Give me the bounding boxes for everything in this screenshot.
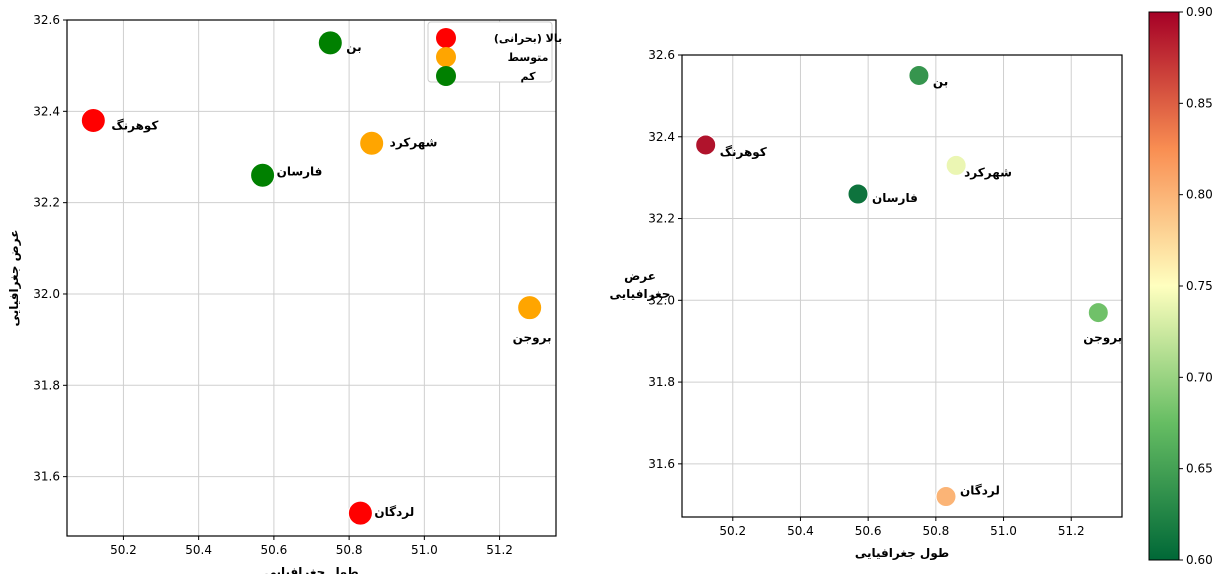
data-point [359, 130, 385, 156]
data-point [847, 183, 869, 205]
y-tick-label: 32.4 [648, 130, 675, 144]
point-label: شهرکرد [964, 165, 1012, 179]
colorbar-tick-label: 0.60 [1186, 553, 1213, 567]
x-tick-label: 50.2 [110, 543, 137, 557]
x-tick-label: 50.8 [336, 543, 363, 557]
point-label: بروجن [1083, 331, 1122, 346]
y-tick-label: 31.6 [33, 470, 60, 484]
legend-marker [436, 47, 456, 67]
colorbar-tick-label: 0.80 [1186, 188, 1213, 202]
x-axis-label: طول جغرافیایی [264, 565, 358, 574]
x-tick-label: 51.2 [486, 543, 513, 557]
colorbar-tick-label: 0.70 [1186, 370, 1213, 384]
y-tick-label: 31.8 [33, 378, 60, 392]
plot-frame [681, 54, 1123, 518]
legend-label: کم [520, 70, 536, 83]
point-label: بن [933, 74, 948, 88]
legend-marker [436, 28, 456, 48]
point-label: فارسان [277, 164, 323, 178]
y-tick-label: 32.2 [33, 196, 60, 210]
x-tick-label: 50.4 [185, 543, 212, 557]
point-label: لردگان [374, 505, 414, 519]
y-tick-label: 31.8 [648, 375, 675, 389]
y-tick-label: 32.0 [648, 293, 675, 307]
x-tick-label: 51.2 [1058, 524, 1085, 538]
data-point [80, 107, 106, 133]
legend-label: بالا (بحرانی) [494, 32, 562, 45]
y-axis-label-line2: جغرافیایی [610, 287, 671, 301]
point-label: فارسان [872, 191, 918, 205]
legend-box [427, 21, 553, 83]
y-axis-label: عرض جغرافیایی [7, 230, 21, 327]
right-chart-panel: 50.2 50.4 50.6 50.8 51.0 51.2 31.6 31.8 32.0 32.2… [600, 0, 1218, 574]
legend-marker [436, 66, 456, 86]
x-tick-label: 50.6 [855, 524, 882, 538]
y-tick-label: 32.6 [648, 48, 675, 62]
point-label: کوهرنگ [111, 118, 158, 133]
legend-label: متوسط [508, 51, 549, 64]
x-axis-label: طول جغرافیایی [855, 546, 949, 561]
y-tick-label: 32.0 [33, 287, 60, 301]
data-point [347, 500, 373, 526]
data-point [250, 162, 276, 188]
point-label: لردگان [960, 484, 1000, 498]
data-point [908, 64, 930, 86]
data-point [945, 154, 967, 176]
y-axis-label-line1: عرض [624, 269, 656, 283]
data-point [935, 486, 957, 508]
plot-frame [66, 19, 557, 537]
point-label: بروجن [513, 331, 552, 346]
data-point [695, 134, 717, 156]
point-label: شهرکرد [390, 135, 438, 149]
y-tick-label: 32.2 [648, 212, 675, 226]
right-scatter-chart: 50.2 50.4 50.6 50.8 51.0 51.2 31.6 31.8 32.0 32.2… [610, 5, 1213, 567]
x-tick-label: 50.8 [922, 524, 949, 538]
data-point [317, 30, 343, 56]
x-tick-label: 51.0 [990, 524, 1017, 538]
x-tick-label: 51.0 [411, 543, 438, 557]
colorbar-tick-label: 0.90 [1186, 5, 1213, 19]
left-scatter-chart: 50.2 50.4 50.6 50.8 51.0 51.2 31.6 31.8 32.0 32.2… [7, 13, 562, 579]
left-chart-panel: 50.2 50.4 50.6 50.8 51.0 51.2 31.6 31.8 32.0 32.2… [0, 0, 580, 579]
point-label: بن [346, 40, 361, 54]
colorbar [1148, 11, 1180, 561]
colorbar-tick-label: 0.75 [1186, 279, 1213, 293]
data-point [517, 295, 543, 321]
x-tick-label: 50.4 [787, 524, 814, 538]
y-tick-label: 32.6 [33, 13, 60, 27]
x-tick-label: 50.2 [719, 524, 746, 538]
colorbar-tick-label: 0.65 [1186, 462, 1213, 476]
colorbar-tick-label: 0.85 [1186, 96, 1213, 110]
y-tick-label: 31.6 [648, 457, 675, 471]
y-tick-label: 32.4 [33, 104, 60, 118]
data-point [1087, 302, 1109, 324]
point-label: کوهرنگ [720, 145, 767, 160]
x-tick-label: 50.6 [261, 543, 288, 557]
